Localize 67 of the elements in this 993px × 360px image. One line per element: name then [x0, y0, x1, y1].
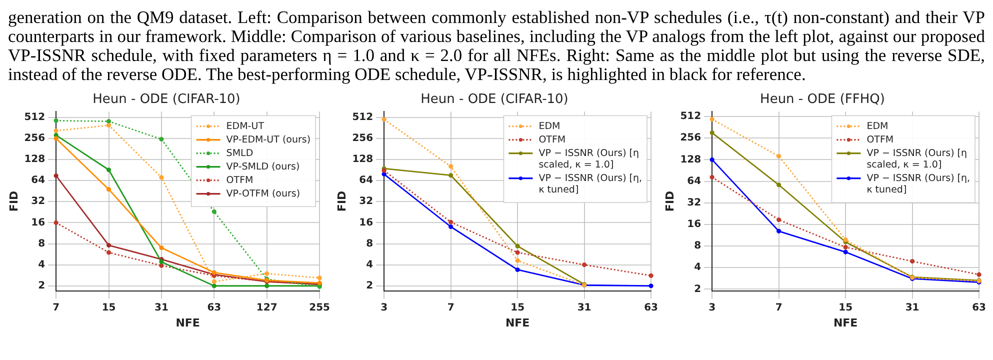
x-tick-label: 63	[207, 302, 222, 314]
y-tick-label: 256	[680, 132, 702, 144]
y-tick-label: 32	[359, 196, 374, 208]
y-tick-label: 2	[366, 280, 374, 292]
y-axis-title: FID	[663, 190, 676, 212]
legend-label: EDM	[866, 120, 888, 132]
legend-label: EDM-UT	[226, 120, 264, 132]
y-tick-label: 8	[694, 240, 702, 252]
y-tick-label: 128	[24, 154, 46, 166]
x-tick-label: 31	[577, 302, 592, 314]
x-axis-title: NFE	[176, 316, 200, 330]
x-axis-title: NFE	[505, 316, 530, 330]
legend-label: OTFM	[538, 134, 566, 146]
x-tick-label: 7	[52, 302, 60, 314]
legend-label: VP-OTFM (ours)	[226, 188, 300, 200]
y-tick-label: 64	[31, 175, 46, 186]
x-tick-label: 15	[510, 302, 525, 314]
legend-label: VP − ISSNR (Ours) [η scaled, κ = 1.0]	[538, 148, 640, 170]
chart-title: Heun - ODE (CIFAR-10)	[420, 92, 568, 108]
legend-label: OTFM	[226, 174, 254, 186]
y-tick-label: 32	[31, 196, 46, 208]
x-tick-label: 7	[775, 302, 782, 314]
x-tick-label: 31	[154, 302, 168, 314]
y-axis-title: FID	[7, 190, 20, 212]
legend-label: VP − ISSNR (Ours) [η, κ tuned]	[866, 172, 970, 196]
x-tick-label: 63	[644, 302, 658, 314]
chart-title: Heun - ODE (FFHQ)	[760, 92, 885, 108]
y-tick-label: 512	[24, 112, 46, 124]
y-tick-label: 16	[359, 217, 374, 228]
y-tick-label: 64	[359, 175, 374, 186]
y-tick-label: 4	[694, 262, 702, 274]
x-tick-label: 15	[102, 302, 116, 314]
legend-label: VP-SMLD (ours)	[226, 161, 300, 172]
legend-label: OTFM	[866, 134, 894, 146]
x-axis-title: NFE	[833, 316, 858, 330]
y-tick-label: 16	[31, 217, 46, 228]
y-tick-label: 4	[38, 259, 46, 270]
y-tick-label: 128	[352, 154, 374, 166]
x-tick-label: 3	[380, 302, 388, 314]
y-tick-label: 4	[366, 259, 374, 270]
legend-label: VP-EDM-UT (ours)	[226, 134, 311, 146]
y-tick-label: 2	[694, 284, 702, 295]
y-tick-label: 8	[38, 238, 46, 250]
legend-label: SMLD	[226, 148, 254, 159]
x-tick-label: 63	[972, 302, 986, 314]
y-tick-label: 256	[24, 133, 46, 144]
y-tick-label: 512	[680, 111, 702, 122]
x-tick-label: 127	[256, 302, 278, 314]
y-tick-label: 2	[38, 280, 46, 292]
legend-label: VP − ISSNR (Ours) [η, κ tuned]	[538, 172, 642, 196]
y-tick-label: 16	[687, 219, 702, 230]
x-tick-label: 3	[708, 302, 716, 314]
text: generation on the QM9 dataset. Left: Comparison between commonly established non-VP schedules (i.e., τ(t) non-constant) and their VP counterparts in our framework. Middle: Comparison of various baselines, including the VP analogs from the left plot, against our proposed VP-ISSNR schedule, with fixed parameters η = 1.0 and κ = 2.0 for all NFEs. Right: Same as the middle plot but using the reverse SDE, instead of the reverse ODE. The best-performing ODE schedule, VP-ISSNR, is highlighted in black for reference.	[8, 7, 985, 84]
legend-label: VP − ISSNR (Ours) [η scaled, κ = 1.0]	[866, 148, 968, 170]
y-tick-label: 64	[687, 176, 702, 187]
y-axis-title: FID	[335, 190, 348, 212]
x-tick-label: 255	[309, 302, 330, 314]
x-tick-label: 31	[905, 302, 920, 314]
y-tick-label: 512	[352, 112, 374, 124]
legend-label: EDM	[538, 120, 560, 132]
y-tick-label: 32	[687, 197, 702, 208]
y-tick-label: 8	[366, 238, 374, 250]
chart-title: Heun - ODE (CIFAR-10)	[92, 92, 240, 108]
y-tick-label: 128	[680, 154, 702, 166]
x-tick-label: 7	[447, 302, 454, 314]
x-tick-label: 15	[838, 302, 853, 314]
y-tick-label: 256	[352, 133, 374, 144]
